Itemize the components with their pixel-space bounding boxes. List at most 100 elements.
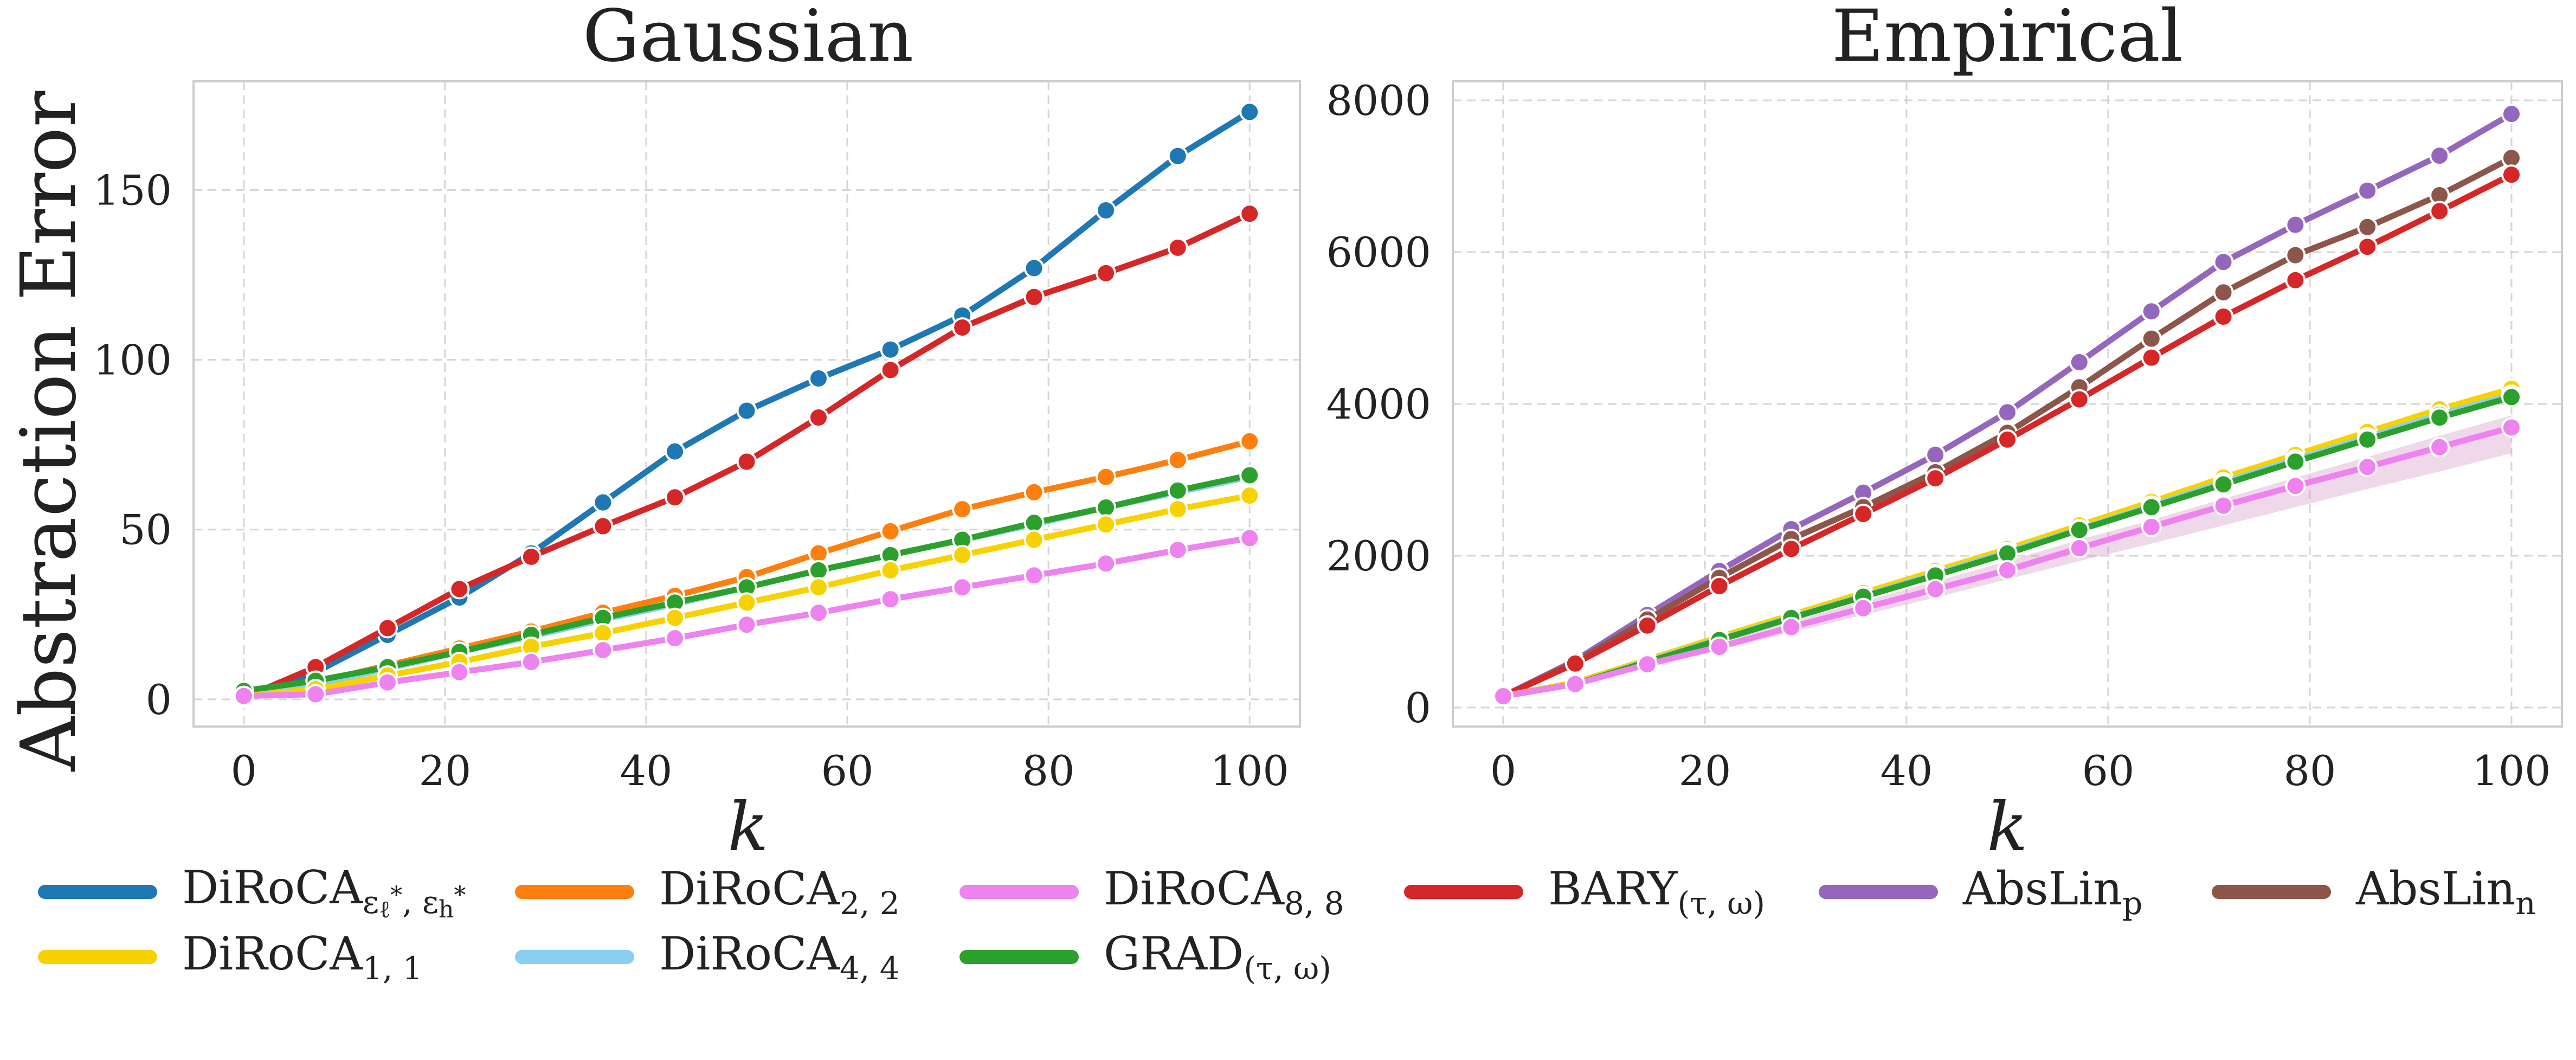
data-point-grad bbox=[2141, 497, 2162, 518]
data-point-diroca_88 bbox=[1023, 565, 1045, 586]
legend-item-abslin_p: AbsLinp bbox=[1819, 862, 2142, 922]
data-point-bary bbox=[1096, 262, 1117, 284]
x-tick-label: 20 bbox=[419, 747, 472, 795]
legend-item-diroca_44: DiRoCA4, 4 bbox=[515, 927, 900, 987]
data-point-diroca_88 bbox=[2501, 417, 2522, 438]
empirical-title: Empirical bbox=[1832, 0, 2183, 78]
data-point-bary bbox=[377, 618, 398, 639]
data-point-diroca_88 bbox=[593, 640, 614, 661]
legend-label: AbsLinp bbox=[1963, 862, 2143, 922]
legend-swatch bbox=[38, 950, 157, 964]
data-point-diroca_88 bbox=[665, 628, 686, 649]
legend-swatch bbox=[959, 950, 1079, 964]
data-point-abslin_p bbox=[2213, 252, 2234, 273]
data-point-abslin_p bbox=[2069, 352, 2090, 372]
y-tick-label: 4000 bbox=[1326, 380, 1431, 428]
x-tick-label: 100 bbox=[2472, 747, 2551, 795]
data-point-diroca_88 bbox=[520, 652, 542, 672]
data-point-abslin_p bbox=[2501, 104, 2522, 125]
legend-label: BARY(τ, ω) bbox=[1548, 862, 1766, 922]
x-tick-label: 60 bbox=[821, 747, 874, 795]
legend-swatch bbox=[515, 950, 634, 964]
data-point-grad bbox=[808, 560, 829, 581]
data-point-diroca_11 bbox=[952, 544, 973, 566]
data-point-bary bbox=[736, 451, 757, 472]
y-tick-label: 8000 bbox=[1326, 76, 1431, 125]
data-point-diroca_88 bbox=[2285, 476, 2306, 497]
x-tick-label: 40 bbox=[1881, 747, 1933, 795]
x-tick-label: 20 bbox=[1679, 747, 1731, 795]
data-point-diroca_eps bbox=[665, 441, 686, 462]
data-point-diroca_88 bbox=[2429, 436, 2450, 458]
data-point-diroca_11 bbox=[808, 577, 829, 598]
data-point-diroca_eps bbox=[1023, 258, 1045, 279]
empirical-panel: Empirical k 0 20 40 60 80 100 0 2000 4000 6000 800… bbox=[1326, 0, 2563, 862]
x-tick-label: 60 bbox=[2082, 747, 2135, 795]
data-point-diroca_88 bbox=[1781, 616, 1802, 638]
gaussian-panel: Gaussian Abstraction Error k 0 20 40 60 80 10… bbox=[5, 0, 1301, 862]
y-tick-label: 2000 bbox=[1326, 532, 1431, 580]
data-point-bary bbox=[1781, 538, 1802, 560]
legend-label: DiRoCA2, 2 bbox=[659, 862, 900, 922]
data-point-bary bbox=[520, 546, 542, 567]
legend-item-bary: BARY(τ, ω) bbox=[1404, 862, 1765, 922]
data-point-diroca_88 bbox=[1096, 553, 1117, 574]
legend: DiRoCAεℓ*, εh* DiRoCA2, 2 DiRoCA8, 8 BARY(τ… bbox=[0, 860, 2576, 1036]
data-point-diroca_eps bbox=[736, 400, 757, 421]
plot-frame bbox=[192, 80, 1301, 728]
y-tick-label: 100 bbox=[93, 336, 172, 384]
data-point-diroca_eps bbox=[880, 339, 901, 360]
data-point-abslin_n bbox=[2285, 245, 2306, 266]
data-point-diroca_22 bbox=[1239, 431, 1260, 452]
data-point-bary bbox=[2213, 306, 2234, 327]
data-point-diroca_22 bbox=[808, 543, 829, 564]
x-tick-label: 0 bbox=[1490, 747, 1516, 795]
x-tick-label: 40 bbox=[620, 747, 673, 795]
data-point-diroca_88 bbox=[952, 577, 973, 598]
data-point-bary bbox=[880, 359, 901, 381]
data-point-bary bbox=[2285, 269, 2306, 291]
legend-label: GRAD(τ, ω) bbox=[1104, 927, 1331, 987]
data-point-bary bbox=[1853, 504, 1874, 524]
data-point-bary bbox=[952, 317, 973, 338]
data-point-grad bbox=[2429, 407, 2450, 428]
gaussian-plot-area: 0 20 40 60 80 100 0 50 100 150 bbox=[93, 80, 1301, 795]
data-point-diroca_11 bbox=[1096, 514, 1117, 535]
legend-swatch bbox=[1819, 885, 1938, 899]
data-point-diroca_22 bbox=[1096, 466, 1117, 487]
data-point-diroca_88 bbox=[1853, 598, 1874, 619]
data-point-diroca_eps bbox=[1239, 101, 1260, 123]
plot-frame bbox=[1452, 80, 2563, 728]
data-point-diroca_88 bbox=[2069, 538, 2090, 558]
data-point-diroca_11 bbox=[665, 607, 686, 628]
data-point-diroca_88 bbox=[377, 672, 398, 693]
data-point-diroca_88 bbox=[305, 684, 326, 705]
y-tick-label: 6000 bbox=[1326, 228, 1431, 277]
legend-item-grad: GRAD(τ, ω) bbox=[959, 927, 1331, 987]
y-tick-label: 150 bbox=[93, 166, 172, 214]
y-tick-label: 0 bbox=[146, 676, 172, 724]
legend-swatch bbox=[515, 885, 634, 899]
data-point-diroca_88 bbox=[1564, 673, 1586, 695]
data-point-abslin_p bbox=[2357, 180, 2378, 201]
data-point-diroca_eps bbox=[593, 492, 614, 513]
data-point-grad bbox=[1239, 465, 1260, 486]
data-point-bary bbox=[2069, 389, 2090, 410]
data-point-diroca_88 bbox=[808, 602, 829, 624]
data-point-diroca_88 bbox=[2357, 457, 2378, 478]
data-point-diroca_22 bbox=[880, 521, 901, 542]
data-point-bary bbox=[2357, 236, 2378, 258]
data-point-diroca_11 bbox=[1239, 485, 1260, 506]
y-tick-label: 50 bbox=[119, 506, 172, 554]
data-point-abslin_p bbox=[2285, 214, 2306, 235]
data-point-diroca_22 bbox=[1023, 481, 1045, 503]
legend-swatch bbox=[38, 885, 157, 899]
data-point-bary bbox=[593, 516, 614, 537]
data-point-diroca_88 bbox=[1709, 637, 1730, 657]
data-point-bary bbox=[1564, 653, 1586, 674]
data-point-diroca_88 bbox=[233, 685, 254, 706]
data-point-abslin_p bbox=[1925, 444, 1946, 465]
data-point-diroca_11 bbox=[1023, 529, 1045, 550]
legend-label: DiRoCAεℓ*, εh* bbox=[182, 860, 466, 923]
x-tick-label: 80 bbox=[2284, 747, 2336, 795]
